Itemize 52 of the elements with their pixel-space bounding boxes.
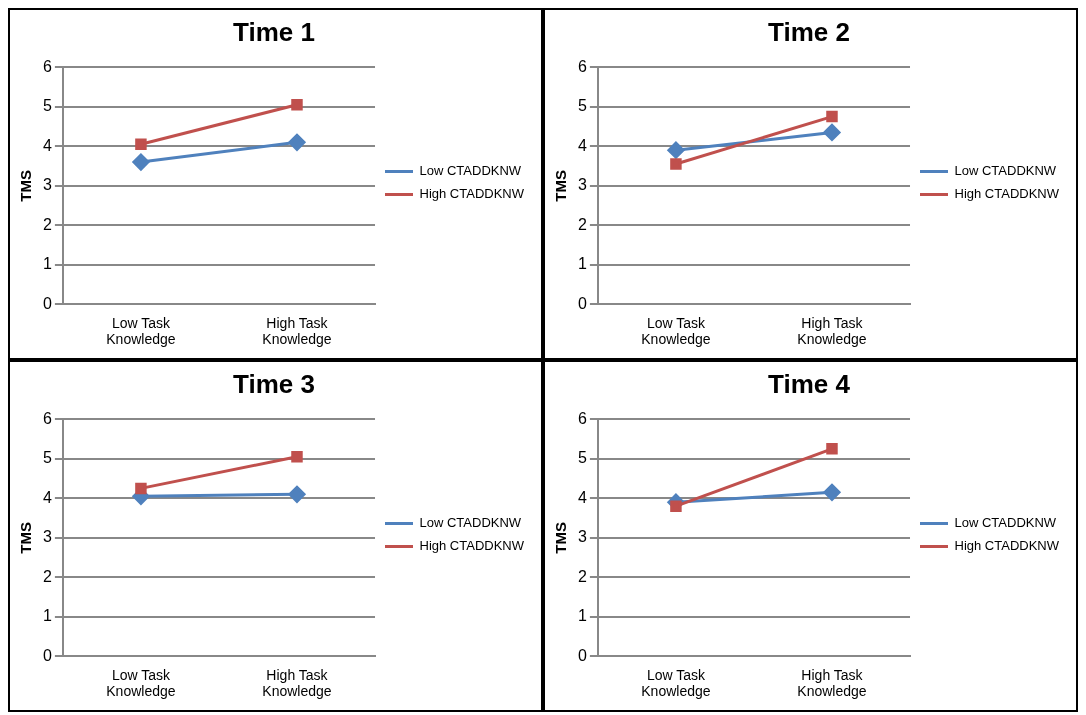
legend-label: Low CTADDKNW <box>954 515 1057 531</box>
y-tick-label: 1 <box>42 607 52 625</box>
y-axis-title: TMS <box>552 521 570 554</box>
y-tick-label: 6 <box>42 409 52 427</box>
y-tick-label: 6 <box>577 57 587 75</box>
y-tick-label: 2 <box>42 215 52 233</box>
y-tick-label: 0 <box>577 294 587 312</box>
x-tick-label: High Task Knowledge <box>797 666 867 700</box>
x-tick-label: High Task Knowledge <box>797 314 867 348</box>
y-tick-label: 1 <box>577 255 587 273</box>
legend-label: Low CTADDKNW <box>419 163 522 179</box>
y-tick-label: 2 <box>577 567 587 585</box>
y-tick-label: 6 <box>577 409 587 427</box>
y-tick-label: 2 <box>577 215 587 233</box>
y-tick-label: 5 <box>42 449 52 467</box>
y-axis-title: TMS <box>17 169 35 202</box>
y-tick-label: 6 <box>42 57 52 75</box>
y-axis-title: TMS <box>17 521 35 554</box>
x-tick-label: High Task Knowledge <box>262 314 332 348</box>
y-tick-label: 0 <box>42 646 52 664</box>
y-tick-label: 0 <box>42 294 52 312</box>
y-tick-label: 5 <box>577 97 587 115</box>
x-tick-label: Low Task Knowledge <box>641 314 711 348</box>
legend-label: High CTADDKNW <box>419 538 525 554</box>
y-tick-label: 5 <box>42 97 52 115</box>
legend-label: High CTADDKNW <box>954 538 1060 554</box>
y-tick-label: 0 <box>577 646 587 664</box>
chart-title: Time 1 <box>233 16 315 47</box>
y-tick-label: 5 <box>577 449 587 467</box>
chart-title: Time 4 <box>768 368 851 399</box>
legend-label: High CTADDKNW <box>419 186 525 202</box>
chart-title: Time 2 <box>768 16 850 47</box>
y-axis-title: TMS <box>552 169 570 202</box>
y-tick-label: 1 <box>577 607 587 625</box>
y-tick-label: 4 <box>42 136 52 154</box>
y-tick-label: 3 <box>42 176 52 194</box>
y-tick-label: 1 <box>42 255 52 273</box>
y-tick-label: 3 <box>577 176 587 194</box>
legend-label: Low CTADDKNW <box>419 515 522 531</box>
y-tick-label: 4 <box>577 136 587 154</box>
y-tick-label: 3 <box>577 528 587 546</box>
x-tick-label: Low Task Knowledge <box>106 314 176 348</box>
legend-label: High CTADDKNW <box>954 186 1060 202</box>
chart-title: Time 3 <box>233 368 315 399</box>
x-tick-label: Low Task Knowledge <box>106 666 176 700</box>
x-tick-label: Low Task Knowledge <box>641 666 711 700</box>
y-tick-label: 2 <box>42 567 52 585</box>
x-tick-label: High Task Knowledge <box>262 666 332 700</box>
y-tick-label: 4 <box>42 488 52 506</box>
y-tick-label: 4 <box>577 488 587 506</box>
legend-label: Low CTADDKNW <box>954 163 1057 179</box>
y-tick-label: 3 <box>42 528 52 546</box>
